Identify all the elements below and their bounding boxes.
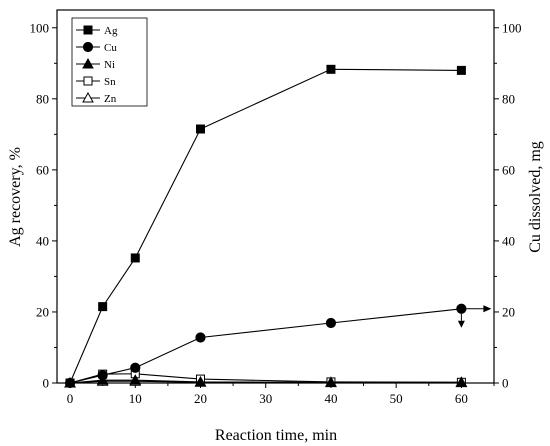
legend-marker-ag — [83, 25, 93, 35]
y-left-tick-label: 60 — [36, 162, 49, 177]
legend-marker-sn — [83, 76, 93, 86]
legend-marker-cu — [82, 41, 94, 53]
legend-label-ni: Ni — [104, 59, 115, 71]
data-point-ni — [129, 374, 142, 385]
data-point-cu — [325, 317, 337, 329]
legend-marker-ni — [82, 57, 94, 69]
data-point-ag — [98, 302, 108, 312]
data-point-ag — [326, 64, 336, 74]
data-point-ni — [325, 376, 337, 387]
x-axis-title: Reaction time, min — [215, 427, 337, 444]
x-tick-label: 50 — [390, 391, 403, 406]
y-left-tick-label: 100 — [30, 20, 50, 35]
x-tick-label: 30 — [259, 391, 272, 406]
down-arrowhead — [457, 320, 465, 328]
y-axis-title-left: Ag recovery, % — [7, 147, 24, 247]
x-tick-label: 10 — [129, 391, 142, 406]
y-right-tick-label: 20 — [502, 304, 515, 319]
data-point-cu — [456, 303, 467, 314]
data-point-ni — [194, 375, 207, 387]
y-right-tick-label: 100 — [502, 20, 522, 35]
data-point-ni — [455, 376, 468, 387]
y-right-tick-label: 60 — [502, 162, 515, 177]
y-right-tick-label: 0 — [502, 376, 509, 391]
y-left-tick-label: 0 — [43, 376, 50, 391]
legend-label-zn: Zn — [104, 93, 117, 105]
series-layer — [64, 64, 468, 389]
series-line-cu — [69, 308, 462, 384]
y-left-tick-label: 80 — [36, 91, 49, 106]
right-axis-arrowhead — [483, 305, 492, 313]
data-point-ag — [65, 378, 75, 388]
legend: Ag Cu Ni Sn Zn — [71, 17, 148, 107]
legend-label-sn: Sn — [104, 76, 116, 88]
x-tick-label: 40 — [324, 391, 337, 406]
data-point-cu — [97, 370, 108, 381]
series-line-ag — [69, 68, 462, 384]
y-right-tick-label: 80 — [502, 91, 515, 106]
legend-marker-zn — [82, 91, 94, 103]
data-point-ag — [130, 253, 140, 263]
data-point-ag — [456, 65, 466, 75]
y-axis-title-right: Cu dissolved, mg — [527, 141, 544, 253]
legend-label-cu: Cu — [104, 42, 117, 54]
annotation-layer — [457, 305, 492, 328]
x-tick-label: 20 — [194, 391, 207, 406]
y-right-tick-label: 40 — [502, 233, 515, 248]
series-cu — [64, 303, 467, 389]
tick-layer: 0 10 20 30 40 50 60 0 20 40 60 80 100 0 20 40 60 80 100 — [30, 20, 522, 406]
series-ag — [65, 64, 466, 388]
series-line-ni — [69, 379, 462, 384]
x-tick-label: 60 — [455, 391, 468, 406]
data-point-ag — [195, 124, 205, 134]
x-tick-label: 0 — [67, 391, 74, 406]
data-point-cu — [195, 332, 206, 343]
data-point-cu — [130, 362, 141, 373]
y-left-tick-label: 20 — [36, 304, 49, 319]
legend-label-ag: Ag — [104, 25, 118, 37]
y-left-tick-label: 40 — [36, 233, 49, 248]
